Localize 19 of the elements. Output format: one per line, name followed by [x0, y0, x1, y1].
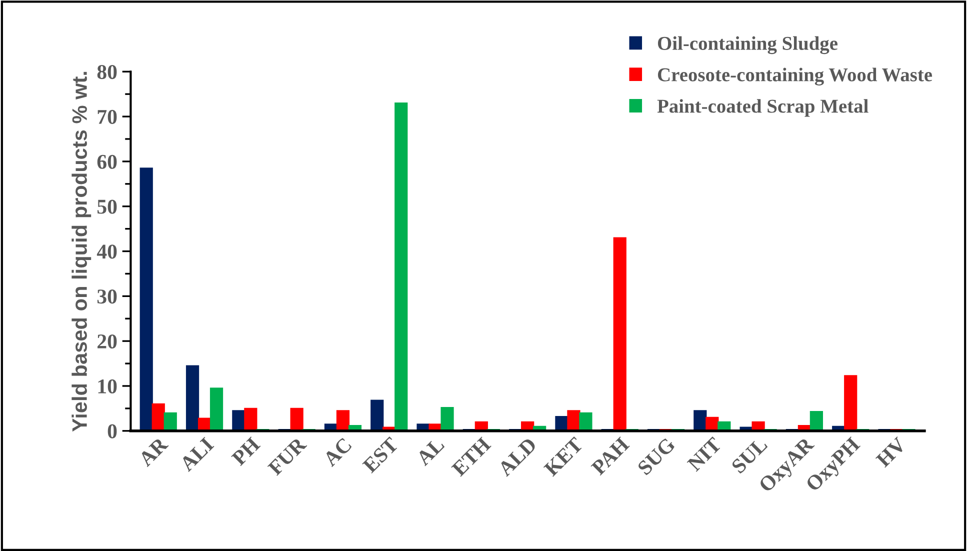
x-tick-label: AL	[415, 436, 445, 466]
y-tick-label: 70	[98, 110, 117, 124]
x-tick-label: HV	[875, 436, 908, 468]
y-axis-title: Yield based on liquid products % wt.	[72, 72, 92, 432]
y-tick-label: 30	[97, 290, 117, 304]
y-tick-label: 10	[98, 379, 117, 394]
y-tick-label: 60	[97, 154, 117, 169]
y-tick-label: 20	[98, 334, 117, 348]
legend-label: Creosote-containing Wood Waste	[658, 68, 932, 86]
y-tick-label: 40	[96, 244, 117, 259]
y-tick-label: 0	[108, 424, 117, 438]
y-tick-label: 50	[97, 200, 117, 214]
legend-label: Paint-coated Scrap Metal	[657, 99, 868, 117]
x-tick-label: PH	[231, 436, 261, 466]
x-tick-label: ALI	[178, 436, 214, 472]
x-tick-label: AR	[138, 436, 169, 468]
x-tick-label: AC	[322, 437, 352, 468]
y-tick-label: 80	[97, 65, 117, 80]
legend-label: Oil-containing Sludge	[658, 36, 838, 54]
